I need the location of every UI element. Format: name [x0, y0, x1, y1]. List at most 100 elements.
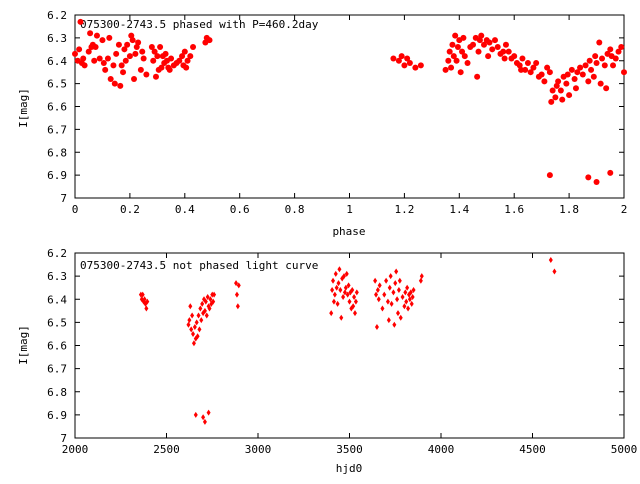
- unphased-data-point: [186, 321, 191, 328]
- phased-data-point: [166, 66, 173, 73]
- phased-data-point: [91, 57, 98, 64]
- phased-data-point: [190, 44, 197, 51]
- phased-data-point: [596, 39, 603, 46]
- unphased-data-point: [211, 298, 216, 305]
- phased-data-point: [607, 46, 614, 53]
- phased-x-tick-label: 1.2: [394, 203, 414, 216]
- phased-data-point: [538, 71, 545, 78]
- unphased-data-point: [202, 307, 207, 314]
- phased-y-tick-label: 6.5: [47, 78, 67, 91]
- unphased-data-point: [388, 273, 393, 280]
- phased-plot-ylabel: I[mag]: [17, 88, 30, 128]
- phased-data-point: [404, 55, 411, 62]
- unphased-data-point: [335, 300, 340, 307]
- unphased-data-point: [330, 287, 335, 293]
- phased-data-point: [478, 32, 485, 39]
- unphased-data-point: [187, 317, 192, 324]
- phased-data-point: [459, 48, 466, 55]
- phased-data-point: [76, 46, 83, 53]
- phased-y-tick-label: 6.6: [47, 101, 67, 114]
- unphased-data-point: [202, 418, 207, 425]
- unphased-data-point: [195, 333, 200, 340]
- phased-data-point: [187, 53, 194, 60]
- phased-data-point: [571, 76, 578, 83]
- unphased-y-tick-label: 6.6: [47, 340, 67, 353]
- unphased-data-point: [140, 291, 145, 298]
- unphased-data-point: [552, 268, 557, 275]
- unphased-data-point: [376, 296, 381, 303]
- unphased-data-point: [341, 293, 346, 300]
- phased-data-point: [544, 64, 551, 71]
- phased-data-point: [128, 32, 135, 39]
- phased-data-point: [452, 32, 459, 39]
- unphased-data-point: [403, 289, 408, 296]
- unphased-data-point: [411, 287, 416, 293]
- phased-data-point: [519, 55, 526, 62]
- phased-x-tick-label: 0.6: [230, 203, 250, 216]
- phased-data-point: [158, 64, 165, 71]
- phased-data-point: [442, 66, 449, 73]
- unphased-data-point: [385, 298, 390, 305]
- unphased-data-point: [203, 298, 208, 305]
- phased-data-point: [511, 53, 518, 60]
- unphased-data-point: [347, 298, 352, 305]
- unphased-data-point: [207, 305, 212, 312]
- phased-data-point: [549, 87, 556, 94]
- phased-y-tick-label: 6.8: [47, 146, 67, 159]
- phased-data-point: [579, 71, 586, 78]
- phased-data-point: [585, 78, 592, 85]
- phased-x-tick-label: 0.4: [175, 203, 195, 216]
- phased-data-point: [505, 48, 512, 55]
- phased-x-tick-label: 1.6: [504, 203, 524, 216]
- unphased-data-point: [144, 305, 149, 312]
- phased-x-tick-label: 2: [621, 203, 628, 216]
- phased-x-tick-label: 1.8: [559, 203, 579, 216]
- phased-data-point: [615, 48, 622, 55]
- phased-data-point: [121, 46, 128, 53]
- unphased-data-point: [351, 303, 356, 310]
- phased-data-point: [154, 53, 161, 60]
- phased-data-point: [476, 37, 483, 44]
- phased-data-point: [107, 76, 114, 83]
- unphased-data-point: [189, 326, 194, 333]
- unphased-y-tick-label: 6.3: [47, 270, 67, 283]
- phased-y-tick-label: 6.7: [47, 123, 67, 136]
- phased-data-point: [590, 73, 597, 80]
- phased-data-point: [610, 62, 617, 69]
- phased-y-tick-label: 6.4: [47, 55, 67, 68]
- phased-data-point: [139, 48, 146, 55]
- unphased-data-point: [346, 282, 351, 289]
- unphased-data-point: [352, 310, 357, 317]
- unphased-data-point: [331, 277, 336, 284]
- phased-data-point: [176, 57, 183, 64]
- phased-data-point: [582, 62, 589, 69]
- unphased-x-tick-label: 4500: [519, 443, 546, 456]
- phased-data-point: [137, 66, 144, 73]
- unphased-data-point: [353, 298, 358, 305]
- unphased-data-point: [410, 293, 415, 300]
- phased-data-point: [100, 60, 107, 67]
- unphased-data-point: [395, 310, 400, 317]
- phased-data-point: [179, 53, 186, 60]
- phased-data-point: [552, 94, 559, 101]
- phased-data-point: [133, 44, 140, 51]
- phased-data-point: [460, 34, 467, 41]
- unphased-data-point: [397, 277, 402, 284]
- phased-data-point: [117, 82, 124, 89]
- phased-data-point: [131, 76, 138, 83]
- unphased-data-point: [404, 298, 409, 305]
- phased-data-point: [489, 46, 496, 53]
- phased-data-point: [152, 73, 159, 80]
- unphased-data-point: [394, 268, 399, 275]
- unphased-data-point: [387, 284, 392, 291]
- phased-data-point: [102, 66, 109, 73]
- unphased-data-point: [236, 282, 241, 289]
- phased-data-point: [446, 48, 453, 55]
- phased-x-tick-label: 0.2: [120, 203, 140, 216]
- unphased-data-point: [548, 256, 553, 263]
- phased-data-point: [568, 66, 575, 73]
- phased-data-point: [555, 78, 562, 85]
- phased-data-point: [106, 34, 113, 41]
- phased-data-point: [607, 169, 614, 176]
